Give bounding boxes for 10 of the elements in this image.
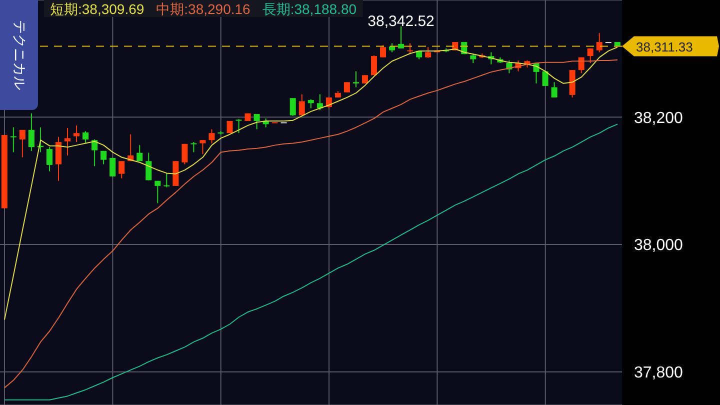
y-tick-label: 37,800 — [634, 364, 684, 382]
text: 短期:38,309.69 — [50, 1, 144, 17]
text: 長期:38,188.80 — [262, 1, 357, 17]
text: 中期:38,290.16 — [156, 1, 250, 17]
side-tab: テクニカル — [0, 0, 38, 110]
y-tick-label: 38,000 — [634, 237, 684, 254]
annotation: テクニカル — [11, 20, 27, 90]
y-tick-label: 38,200 — [634, 110, 684, 127]
ref-line-label: 38,311.33 — [636, 39, 693, 54]
annotation: 38,342.52 — [368, 12, 434, 30]
